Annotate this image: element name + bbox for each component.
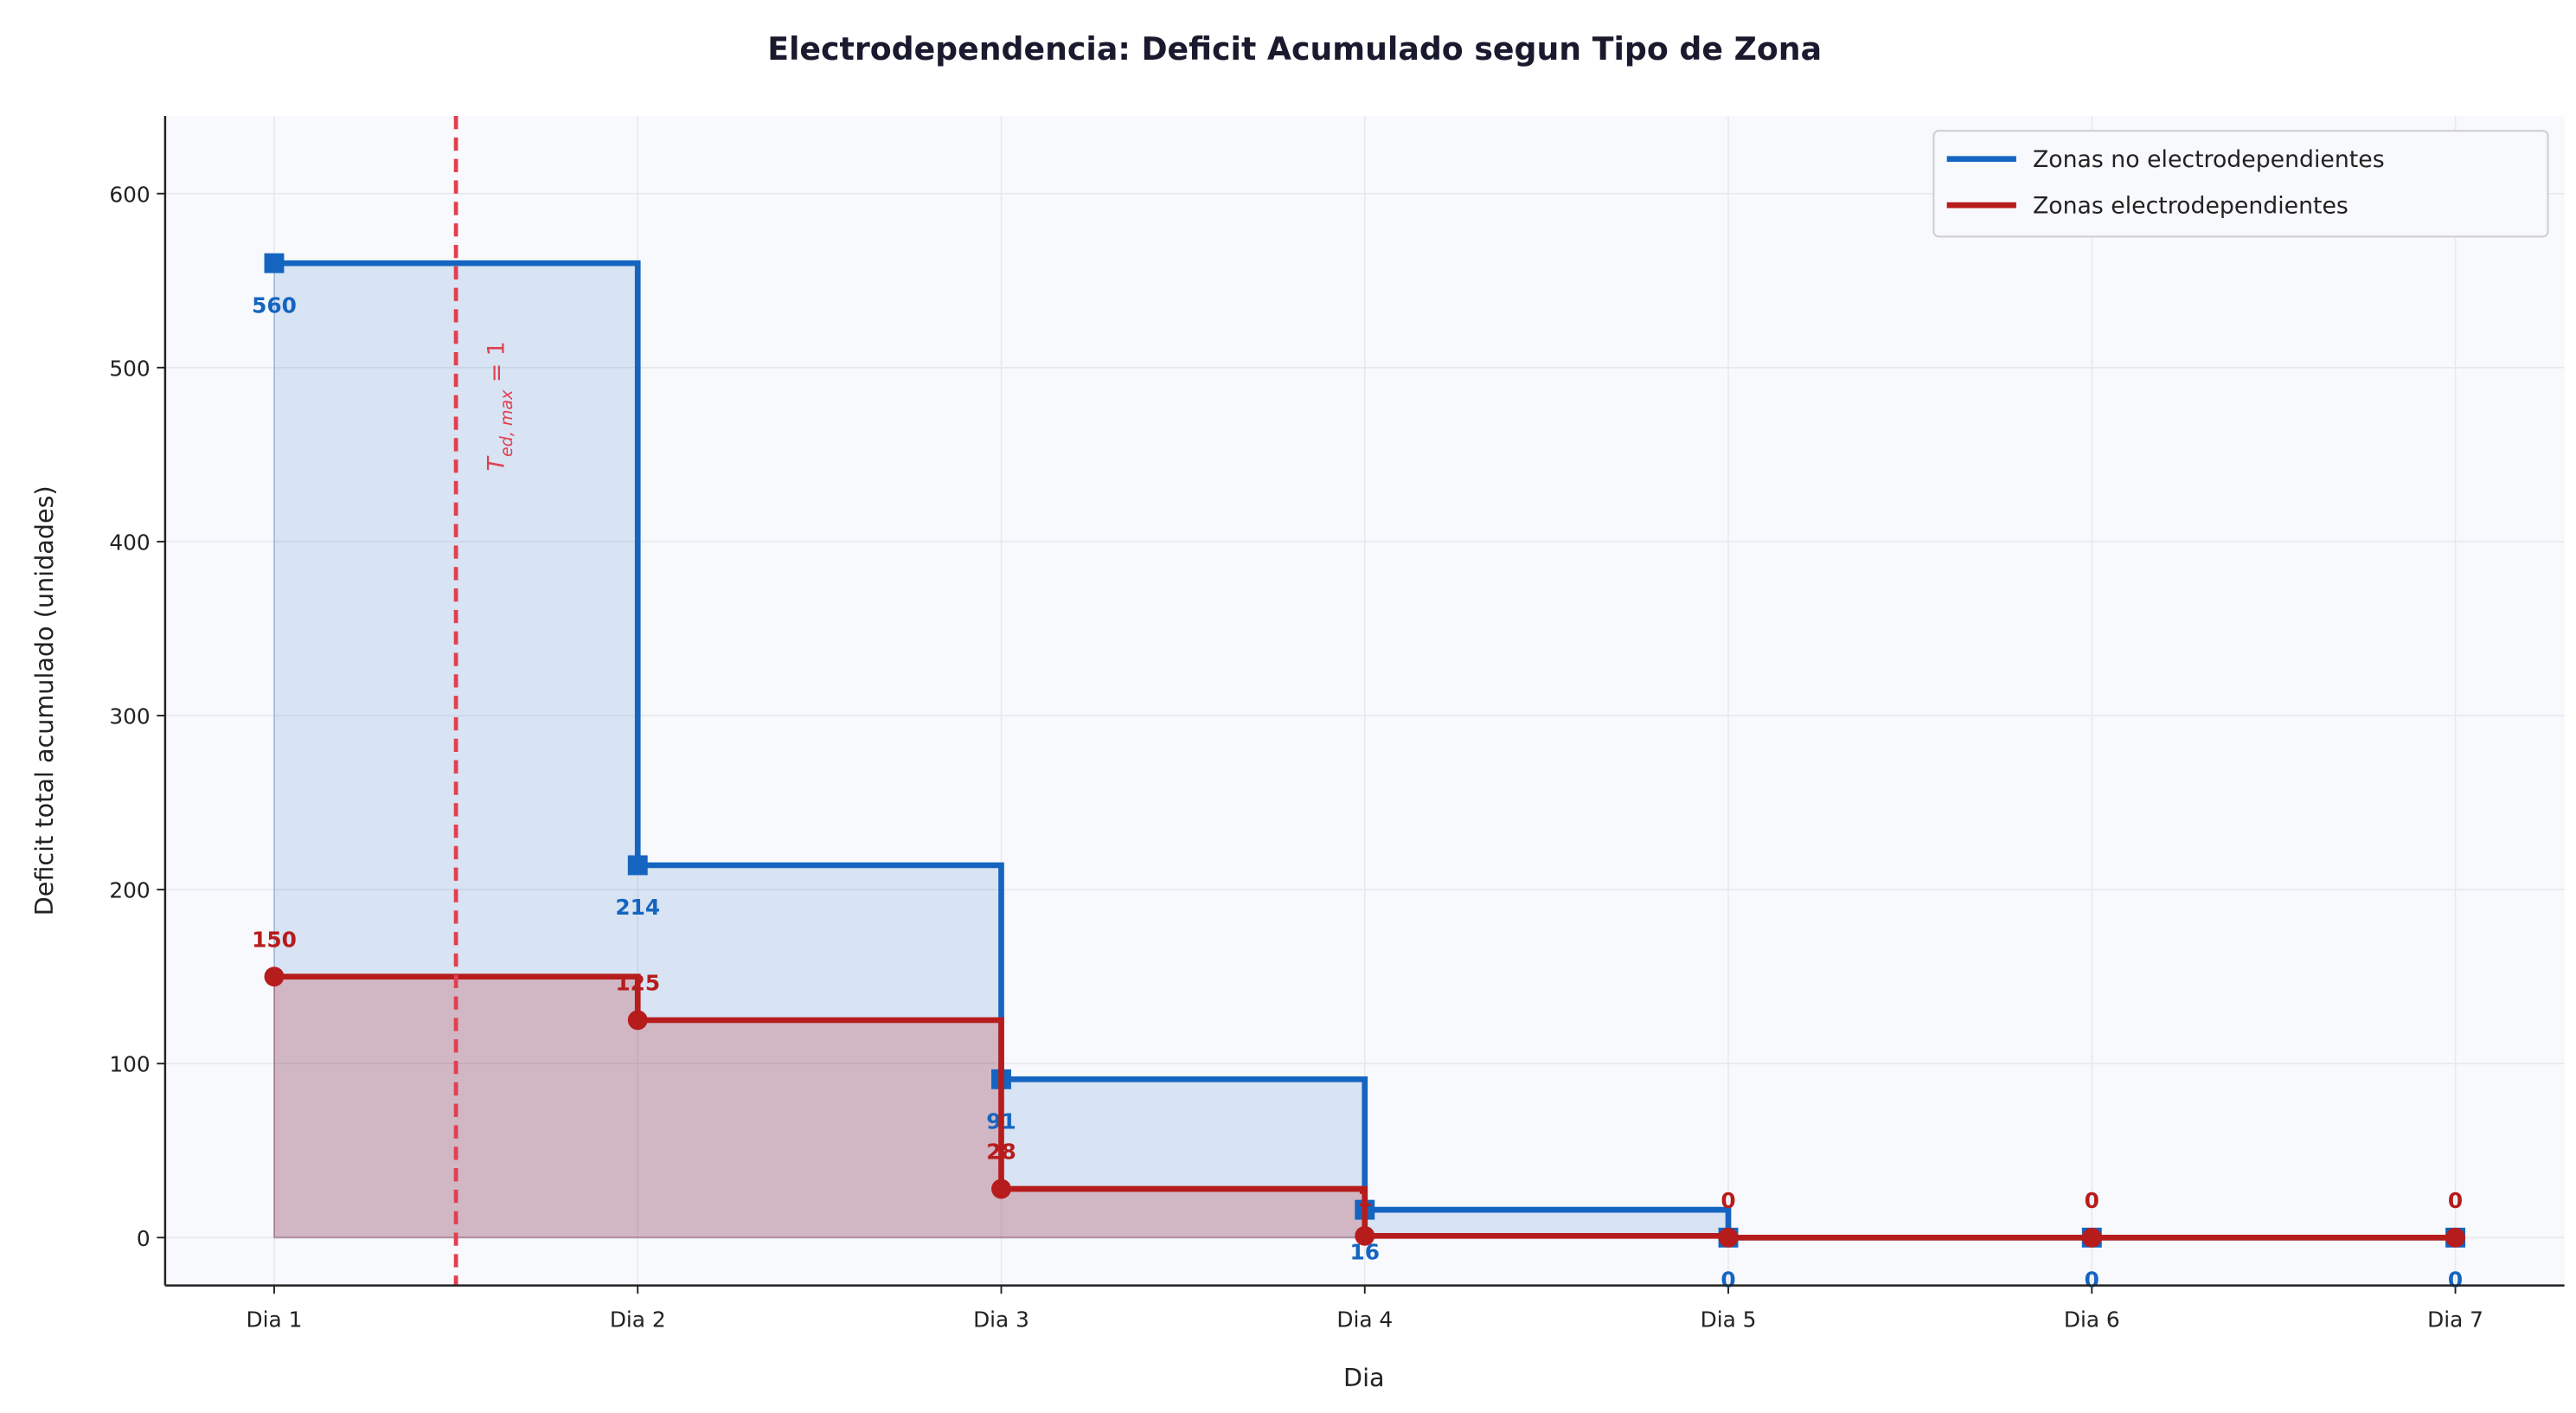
value-label: 0	[2085, 1188, 2099, 1213]
marker	[2081, 1227, 2102, 1248]
y-axis-label: Deficit total acumulado (unidades)	[29, 485, 59, 915]
x-tick-label: Dia 5	[1701, 1307, 1757, 1332]
value-label: 0	[2448, 1268, 2463, 1293]
value-label: 0	[2085, 1268, 2099, 1293]
y-tick-label: 400	[109, 530, 150, 555]
step-line	[273, 973, 2456, 1241]
legend-label: Zonas no electrodependientes	[2033, 146, 2385, 173]
legend-box	[1932, 130, 2549, 238]
marker	[627, 1010, 648, 1031]
x-tick-label: Dia 2	[610, 1307, 666, 1332]
value-label: 0	[1721, 1188, 1735, 1213]
annotation-text: T	[483, 454, 509, 471]
marker	[991, 1179, 1011, 1199]
marker	[1355, 1225, 1375, 1246]
marker	[2445, 1227, 2466, 1248]
y-tick-label: 500	[109, 356, 150, 381]
x-tick-label: Dia 7	[2427, 1307, 2483, 1332]
y-tick-label: 600	[109, 182, 150, 207]
annotation-subscript: ed, max	[497, 389, 516, 457]
marker	[264, 967, 285, 987]
x-tick-label: Dia 6	[2064, 1307, 2120, 1332]
value-label: 0	[1721, 1268, 1735, 1293]
marker	[627, 855, 648, 876]
x-tick-label: Dia 4	[1336, 1307, 1393, 1332]
y-tick-label: 100	[109, 1052, 150, 1077]
value-label: 1	[1357, 1186, 1372, 1211]
x-tick-label: Dia 1	[247, 1307, 303, 1332]
value-label: 0	[2448, 1188, 2463, 1213]
y-tick-label: 300	[109, 704, 150, 729]
marker	[1718, 1227, 1739, 1248]
value-label: 214	[615, 895, 660, 920]
value-label: 125	[615, 971, 660, 996]
legend-label: Zonas electrodependientes	[2033, 193, 2349, 220]
x-tick-label: Dia 3	[973, 1307, 1029, 1332]
marker	[264, 253, 285, 273]
annotation-suffix: = 1	[483, 341, 509, 389]
y-tick-label: 0	[137, 1226, 151, 1251]
value-label: 560	[252, 292, 297, 318]
y-tick-label: 200	[109, 878, 150, 903]
x-axis-label: Dia	[1343, 1363, 1385, 1392]
value-label: 28	[986, 1140, 1016, 1165]
value-label: 150	[252, 927, 297, 952]
chart-title: Electrodependencia: Deficit Acumulado se…	[767, 30, 1822, 67]
annotation: Ted, max = 1	[483, 341, 516, 471]
